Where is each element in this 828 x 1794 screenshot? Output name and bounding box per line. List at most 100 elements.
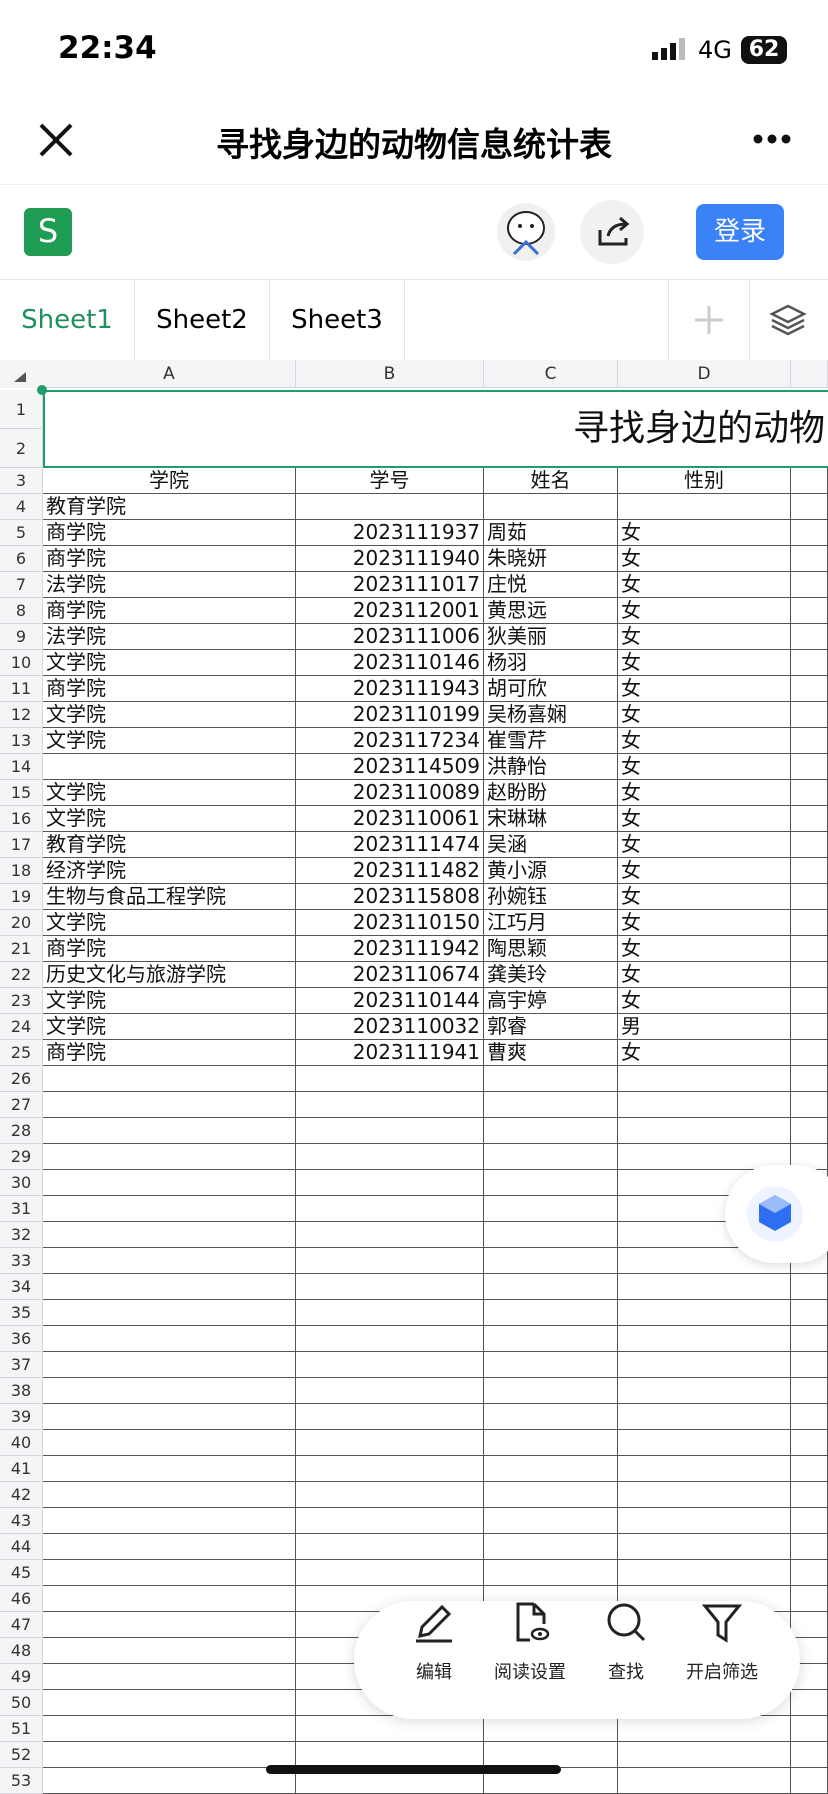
cell: 女 (618, 832, 791, 858)
row-number: 42 (0, 1482, 43, 1508)
cell (484, 1326, 618, 1352)
cell (43, 1586, 296, 1612)
cell (484, 1274, 618, 1300)
cell (791, 1040, 828, 1066)
cell (791, 962, 828, 988)
share-button[interactable] (580, 200, 644, 264)
cell (791, 1430, 828, 1456)
cell (43, 1144, 296, 1170)
cell: 2023114509 (296, 754, 484, 780)
row-number: 50 (0, 1690, 43, 1716)
close-button[interactable] (38, 122, 74, 158)
cell: 女 (618, 936, 791, 962)
cell: 女 (618, 520, 791, 546)
cell (791, 1378, 828, 1404)
cell (296, 1144, 484, 1170)
login-button[interactable]: 登录 (696, 204, 784, 260)
row-number: 15 (0, 780, 43, 806)
divider (0, 184, 828, 185)
cell: 2023111474 (296, 832, 484, 858)
cell: 教育学院 (43, 832, 296, 858)
cell (791, 754, 828, 780)
sheet-tab[interactable]: Sheet1 (0, 280, 135, 360)
read-settings-button[interactable]: 阅读设置 (482, 1600, 578, 1684)
row-number: 12 (0, 702, 43, 728)
row-number: 23 (0, 988, 43, 1014)
ai-float[interactable] (725, 1165, 828, 1263)
cell (791, 1092, 828, 1118)
cell (618, 1326, 791, 1352)
cell (791, 676, 828, 702)
cell: 曹爽 (484, 1040, 618, 1066)
row-number: 36 (0, 1326, 43, 1352)
edit-button[interactable]: 编辑 (386, 1600, 482, 1684)
cell: 女 (618, 806, 791, 832)
cell (296, 1560, 484, 1586)
cell (791, 1014, 828, 1040)
cell: 龚美玲 (484, 962, 618, 988)
cell: 胡可欣 (484, 676, 618, 702)
cell (791, 780, 828, 806)
cell (296, 1326, 484, 1352)
cell: 商学院 (43, 676, 296, 702)
cell (296, 1170, 484, 1196)
cell: 2023110674 (296, 962, 484, 988)
cell (43, 1456, 296, 1482)
cell (43, 1222, 296, 1248)
cell: 吴涵 (484, 832, 618, 858)
sheet-tab[interactable]: Sheet2 (135, 280, 270, 360)
row-number: 38 (0, 1378, 43, 1404)
cell (296, 1222, 484, 1248)
cell: 男 (618, 1014, 791, 1040)
cell (43, 1768, 296, 1794)
title-cell: 寻找身边的动物 (43, 390, 828, 468)
cell (791, 832, 828, 858)
cell: 文学院 (43, 910, 296, 936)
cell (791, 1768, 828, 1794)
add-sheet[interactable] (668, 280, 750, 360)
sheet-tab[interactable]: Sheet3 (270, 280, 405, 360)
column-header: B (296, 360, 484, 388)
cell: 商学院 (43, 546, 296, 572)
cell (296, 1482, 484, 1508)
cell: 2023110146 (296, 650, 484, 676)
cell: 2023117234 (296, 728, 484, 754)
cell (296, 1066, 484, 1092)
cell: 文学院 (43, 780, 296, 806)
find-button[interactable]: 查找 (578, 1600, 674, 1684)
cell (791, 1456, 828, 1482)
row-number: 28 (0, 1118, 43, 1144)
filter-button[interactable]: 开启筛选 (674, 1600, 770, 1684)
cell (43, 1690, 296, 1716)
cell (791, 650, 828, 676)
cell (791, 1560, 828, 1586)
more-button[interactable] (752, 132, 792, 146)
cell (791, 936, 828, 962)
cell (791, 546, 828, 572)
cell: 吴杨喜娴 (484, 702, 618, 728)
cell (791, 572, 828, 598)
cell: 2023111017 (296, 572, 484, 598)
layers-button[interactable] (768, 300, 808, 340)
cell (618, 1430, 791, 1456)
cell (791, 1612, 828, 1638)
cell: 孙婉钰 (484, 884, 618, 910)
cell: 江巧月 (484, 910, 618, 936)
cell (618, 1066, 791, 1092)
cell: 法学院 (43, 624, 296, 650)
cell (296, 1456, 484, 1482)
cell (791, 624, 828, 650)
toolbar-label: 查找 (608, 1662, 644, 1683)
cell (618, 1378, 791, 1404)
cell (484, 1456, 618, 1482)
row-number: 5 (0, 520, 43, 546)
row-number: 40 (0, 1430, 43, 1456)
row-number: 26 (0, 1066, 43, 1092)
cell: 教育学院 (43, 494, 296, 520)
cell: 崔雪芹 (484, 728, 618, 754)
cell (618, 1742, 791, 1768)
cell (618, 1768, 791, 1794)
toolbar-label: 开启筛选 (686, 1662, 758, 1683)
avatar[interactable] (496, 202, 556, 262)
cell (618, 1482, 791, 1508)
